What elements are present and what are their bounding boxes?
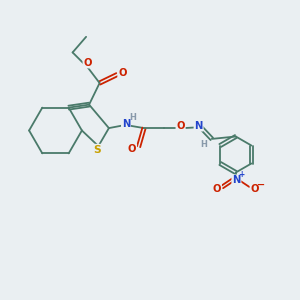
Text: O: O [128, 144, 136, 154]
Text: O: O [176, 121, 185, 131]
Text: +: + [238, 170, 244, 179]
Text: N: N [232, 175, 241, 185]
Text: O: O [83, 58, 92, 68]
Text: S: S [93, 145, 101, 155]
Text: O: O [118, 68, 127, 78]
Text: H: H [130, 113, 136, 122]
Text: H: H [200, 140, 207, 149]
Text: O: O [250, 184, 259, 194]
Text: −: − [256, 179, 265, 190]
Text: N: N [122, 119, 130, 129]
Text: O: O [213, 184, 221, 194]
Text: N: N [194, 121, 203, 131]
